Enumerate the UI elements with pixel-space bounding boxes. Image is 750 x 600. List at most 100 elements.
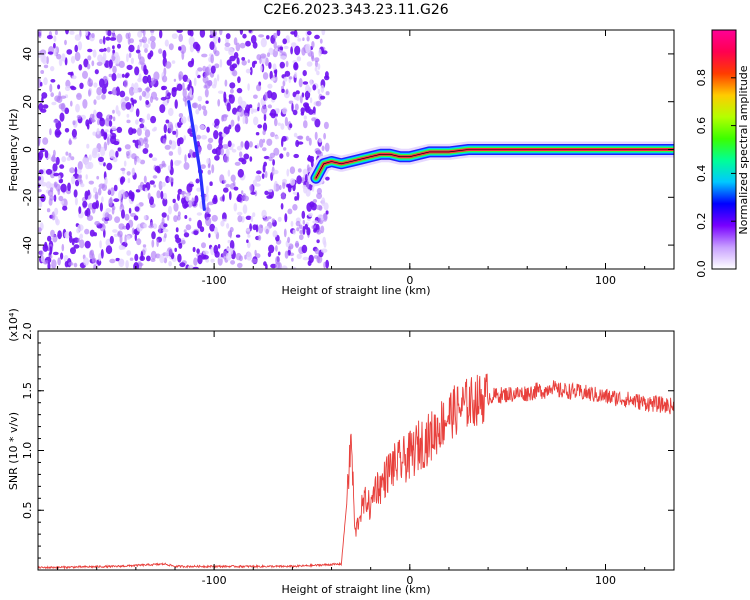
- noise-speckle: [125, 150, 130, 157]
- noise-speckle: [292, 109, 298, 116]
- noise-speckle: [306, 164, 310, 172]
- noise-speckle: [182, 74, 188, 83]
- noise-speckle: [56, 95, 63, 104]
- noise-speckle: [71, 128, 77, 138]
- noise-speckle: [234, 161, 241, 166]
- noise-speckle: [159, 30, 163, 39]
- noise-speckle: [138, 137, 144, 147]
- noise-speckle: [182, 82, 185, 91]
- noise-speckle: [281, 88, 285, 93]
- noise-speckle: [45, 181, 52, 189]
- colorbar-tick-label: 0.8: [695, 69, 708, 87]
- noise-speckle: [121, 246, 126, 250]
- noise-speckle: [256, 84, 262, 92]
- noise-speckle: [183, 232, 190, 238]
- noise-speckle: [167, 176, 174, 183]
- y-tick-label: 20: [21, 95, 34, 109]
- noise-speckle: [172, 130, 177, 135]
- noise-speckle: [108, 120, 113, 127]
- noise-speckle: [183, 203, 189, 208]
- noise-speckle: [126, 64, 133, 71]
- noise-speckle: [212, 197, 218, 205]
- noise-speckle: [237, 76, 241, 84]
- noise-speckle: [87, 78, 94, 87]
- noise-speckle: [237, 168, 244, 178]
- noise-speckle: [312, 84, 317, 91]
- noise-speckle: [192, 266, 199, 269]
- noise-speckle: [210, 65, 216, 74]
- noise-speckle: [288, 243, 294, 250]
- noise-speckle: [57, 230, 62, 240]
- noise-speckle: [154, 165, 161, 173]
- noise-speckle: [178, 74, 182, 82]
- noise-speckle: [124, 234, 127, 244]
- noise-speckle: [314, 57, 320, 63]
- noise-speckle: [77, 224, 84, 232]
- noise-speckle: [314, 66, 318, 72]
- noise-speckle: [311, 41, 315, 48]
- noise-speckle: [282, 80, 286, 87]
- noise-speckle: [112, 30, 116, 34]
- noise-speckle: [80, 183, 85, 188]
- noise-speckle: [150, 250, 157, 260]
- noise-speckle: [108, 73, 113, 78]
- noise-speckle: [128, 192, 132, 196]
- noise-speckle: [194, 195, 199, 204]
- noise-speckle: [177, 193, 180, 201]
- y-tick-label: -40: [21, 236, 34, 254]
- noise-speckle: [125, 102, 132, 110]
- noise-speckle: [53, 47, 57, 57]
- noise-speckle: [136, 238, 142, 246]
- noise-speckle: [203, 85, 208, 89]
- noise-speckle: [236, 196, 242, 202]
- noise-speckle: [127, 36, 131, 45]
- noise-speckle: [134, 232, 137, 242]
- noise-speckle: [200, 164, 206, 170]
- noise-speckle: [131, 128, 137, 134]
- noise-speckle: [125, 32, 130, 40]
- noise-speckle: [168, 151, 174, 156]
- noise-speckle: [147, 192, 151, 200]
- noise-speckle: [47, 51, 54, 55]
- noise-speckle: [155, 97, 159, 101]
- noise-speckle: [54, 30, 58, 35]
- noise-speckle: [213, 130, 219, 140]
- noise-speckle: [96, 87, 103, 96]
- noise-speckle: [269, 152, 276, 158]
- noise-speckle: [38, 227, 42, 233]
- noise-speckle: [274, 118, 278, 127]
- noise-speckle: [229, 146, 234, 151]
- noise-speckle: [60, 252, 64, 260]
- noise-speckle: [175, 227, 179, 233]
- noise-speckle: [211, 164, 215, 174]
- noise-speckle: [88, 180, 95, 185]
- noise-speckle: [175, 237, 182, 244]
- noise-speckle: [88, 154, 92, 161]
- noise-speckle: [151, 231, 156, 240]
- noise-speckle: [227, 169, 231, 177]
- noise-speckle: [39, 81, 43, 87]
- noise-speckle: [185, 224, 192, 231]
- noise-speckle: [229, 191, 232, 201]
- noise-speckle: [104, 212, 110, 220]
- noise-speckle: [42, 55, 47, 65]
- noise-speckle: [235, 42, 241, 52]
- noise-speckle: [225, 252, 232, 261]
- noise-speckle: [306, 36, 310, 42]
- noise-speckle: [124, 73, 129, 79]
- noise-speckle: [68, 138, 72, 146]
- colorbar-ticks: 0.0 0.2 0.4 0.6 0.8: [695, 69, 736, 278]
- noise-speckle: [298, 78, 303, 88]
- noise-speckle: [165, 250, 170, 259]
- noise-speckle: [259, 65, 263, 72]
- noise-speckle: [283, 228, 287, 238]
- noise-speckle: [257, 106, 260, 112]
- noise-speckle: [178, 46, 182, 51]
- noise-speckle: [59, 112, 65, 122]
- noise-speckle: [103, 220, 109, 224]
- noise-speckle: [47, 235, 52, 242]
- noise-speckle: [184, 154, 187, 163]
- noise-speckle: [165, 119, 170, 124]
- noise-speckle: [160, 96, 167, 101]
